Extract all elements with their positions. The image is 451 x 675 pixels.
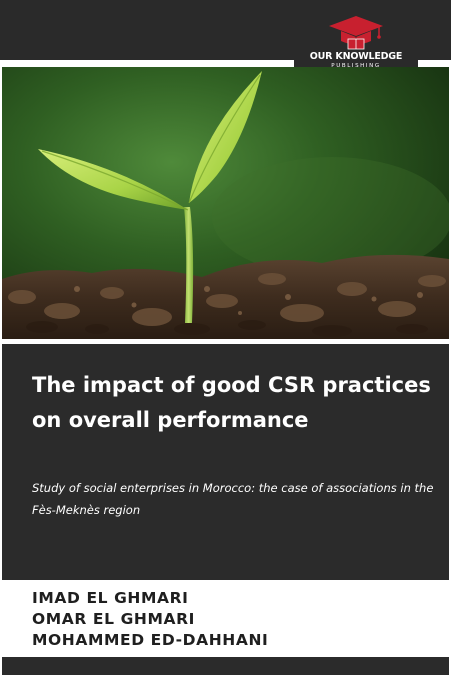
publisher-name: OUR KNOWLEDGE — [309, 51, 403, 62]
cover-photo — [2, 67, 449, 339]
author-name: MOHAMMED ED-DAHHANI — [32, 631, 269, 649]
author-list: IMAD EL GHMARI OMAR EL GHMARI MOHAMMED E… — [32, 588, 432, 651]
publisher-tagline: PUBLISHING — [331, 63, 381, 69]
graduation-cap-book-icon — [329, 16, 383, 50]
title-panel: The impact of good CSR practices on over… — [2, 344, 449, 580]
bottom-band — [2, 657, 449, 675]
book-title: The impact of good CSR practices on over… — [32, 373, 431, 432]
book-subtitle: Study of social enterprises in Morocco: … — [32, 481, 434, 517]
mid-divider — [0, 339, 451, 344]
author-name: IMAD EL GHMARI — [32, 589, 189, 607]
author-name: OMAR EL GHMARI — [32, 610, 196, 628]
seedling-icon — [2, 67, 449, 339]
top-divider — [0, 60, 451, 67]
publisher-logo: OUR KNOWLEDGE PUBLISHING — [294, 0, 418, 80]
